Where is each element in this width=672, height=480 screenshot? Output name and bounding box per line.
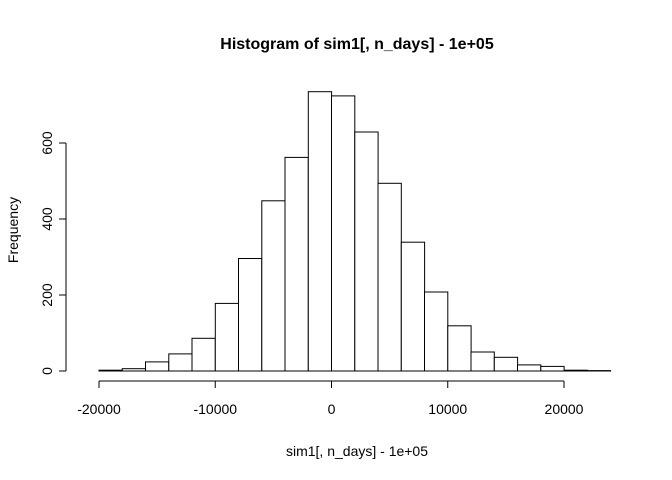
bars-group [98,91,612,372]
histogram-bar-1 [121,368,147,372]
chart-title: Histogram of sim1[, n_days] - 1e+05 [220,36,494,53]
x-tick-label: 0 [328,401,336,417]
x-tick-label: 10000 [428,401,467,417]
y-tick-label: 0 [39,367,55,375]
x-tick-label: -20000 [77,401,121,417]
histogram-bar-4 [191,337,216,372]
x-axis-label: sim1[, n_days] - 1e+05 [286,443,428,459]
histogram-bar-12 [377,182,402,372]
histogram-bar-7 [261,200,286,372]
y-tick-label: 400 [39,207,55,231]
x-axis: -20000 -10000 0 10000 20000 [77,380,584,417]
histogram-bar-16 [470,351,495,372]
histogram-bar-19 [540,365,565,372]
y-tick-label: 600 [39,131,55,155]
histogram-bar-10 [331,95,356,372]
histogram-bar-8 [284,156,309,372]
y-tick-label: 200 [39,283,55,307]
y-axis-label: Frequency [5,197,21,263]
histogram-bar-3 [168,353,193,372]
histogram-bar-0 [98,369,123,372]
x-tick-label: 20000 [545,401,584,417]
histogram-bar-18 [517,364,542,372]
histogram-bar-20 [563,369,588,372]
histogram-bar-2 [145,361,170,372]
histogram-bar-6 [238,258,263,372]
histogram-bar-15 [447,325,472,372]
histogram-bar-9 [307,91,333,372]
y-axis: 0 200 400 600 [39,131,67,375]
x-tick-label: -10000 [193,401,237,417]
histogram-bar-14 [424,291,449,372]
histogram-bar-13 [400,241,426,372]
histogram-bar-17 [493,356,519,372]
histogram-bar-11 [354,131,379,372]
histogram-bar-5 [214,302,240,372]
